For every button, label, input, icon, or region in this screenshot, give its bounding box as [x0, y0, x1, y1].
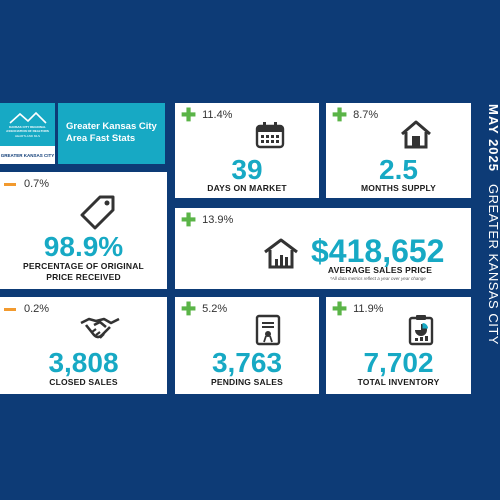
closed-sales-card: 0.2% 3,808 CLOSED SALES	[0, 297, 167, 394]
stat-label-line-2: PRICE RECEIVED	[46, 272, 121, 282]
stat-label: TOTAL INVENTORY	[357, 377, 440, 387]
region-name: GREATER KANSAS CITY	[486, 184, 500, 346]
house-icon	[401, 120, 431, 149]
clipboard-chart-icon	[408, 315, 434, 346]
logo-subtext: HEARTLAND MLS	[14, 134, 41, 138]
increase-icon: ✚	[181, 210, 197, 230]
title-line-2: Area Fast Stats	[66, 133, 136, 144]
stat-label: AVERAGE SALES PRICE	[327, 265, 433, 275]
increase-icon: ✚	[332, 299, 348, 319]
title-panel: Greater Kansas City Area Fast Stats	[58, 103, 165, 164]
stat-value: 39	[231, 154, 263, 185]
change-indicator: ✚ 11.9%	[332, 299, 384, 319]
change-value: 0.2%	[24, 303, 50, 315]
increase-icon: ✚	[181, 299, 197, 319]
stat-value: 7,702	[363, 347, 434, 378]
change-value: 0.7%	[24, 178, 50, 190]
change-indicator: ✚ 11.4%	[181, 105, 233, 125]
title-line-1: Greater Kansas City	[66, 121, 157, 132]
logo-text: KANSAS CITY REGIONAL ASSOCIATION OF REAL…	[6, 125, 49, 133]
change-value: 5.2%	[202, 303, 228, 315]
change-value: 11.9%	[353, 303, 384, 315]
logo-panel: KANSAS CITY REGIONAL ASSOCIATION OF REAL…	[0, 103, 55, 164]
stat-label: PENDING SALES	[210, 377, 284, 387]
change-indicator: ✚ 5.2%	[181, 299, 228, 319]
stat-value: 3,763	[211, 347, 283, 378]
decrease-icon	[4, 307, 16, 311]
change-indicator: 0.2%	[4, 303, 49, 315]
side-caption: MAY 2025 GREATER KANSAS CITY	[484, 104, 500, 345]
calendar-icon	[255, 122, 285, 149]
change-indicator: ✚ 8.7%	[332, 105, 379, 125]
months-supply-card: ✚ 8.7% 2.5 MONTHS SUPPLY	[326, 103, 471, 198]
contract-document-icon	[255, 314, 281, 346]
change-value: 13.9%	[202, 214, 234, 226]
region-label: GREATER KANSAS CITY	[0, 153, 55, 158]
change-value: 11.4%	[202, 109, 233, 121]
change-value: 8.7%	[353, 109, 379, 121]
stat-label-line-1: PERCENTAGE OF ORIGINAL	[23, 261, 144, 271]
increase-icon: ✚	[181, 105, 197, 125]
total-inventory-card: ✚ 11.9% 7,702 TOTAL INVENTORY	[326, 297, 471, 394]
stat-label: MONTHS SUPPLY	[360, 183, 437, 193]
change-indicator: 0.7%	[4, 178, 49, 190]
house-chart-icon	[264, 238, 298, 269]
increase-icon: ✚	[332, 105, 348, 125]
change-indicator: ✚ 13.9%	[181, 210, 234, 230]
footnote: *All data metrics reflect a year over ye…	[330, 276, 426, 281]
handshake-icon	[80, 317, 120, 339]
house-roof-logo-icon	[8, 111, 47, 124]
stat-value: $418,652	[311, 233, 445, 269]
stat-value: 3,808	[48, 347, 119, 378]
days-on-market-card: ✚ 11.4% 39 DAYS ON MARKET	[175, 103, 319, 198]
decrease-icon	[4, 182, 16, 186]
average-sales-price-card: ✚ 13.9% $418,652 AVERAGE SALES PRICE *Al…	[175, 208, 471, 289]
stat-label: CLOSED SALES	[49, 377, 118, 387]
month-label: MAY 2025	[486, 104, 500, 172]
price-tag-icon	[80, 195, 115, 230]
pending-sales-card: ✚ 5.2% 3,763 PENDING SALES	[175, 297, 319, 394]
stat-value: 98.9%	[43, 231, 124, 262]
logo: KANSAS CITY REGIONAL ASSOCIATION OF REAL…	[0, 103, 55, 146]
stat-label: DAYS ON MARKET	[207, 183, 287, 193]
stat-value: 2.5	[379, 154, 418, 185]
percent-original-price-card: 0.7% 98.9% PERCENTAGE OF ORIGINAL PRICE …	[0, 172, 167, 289]
